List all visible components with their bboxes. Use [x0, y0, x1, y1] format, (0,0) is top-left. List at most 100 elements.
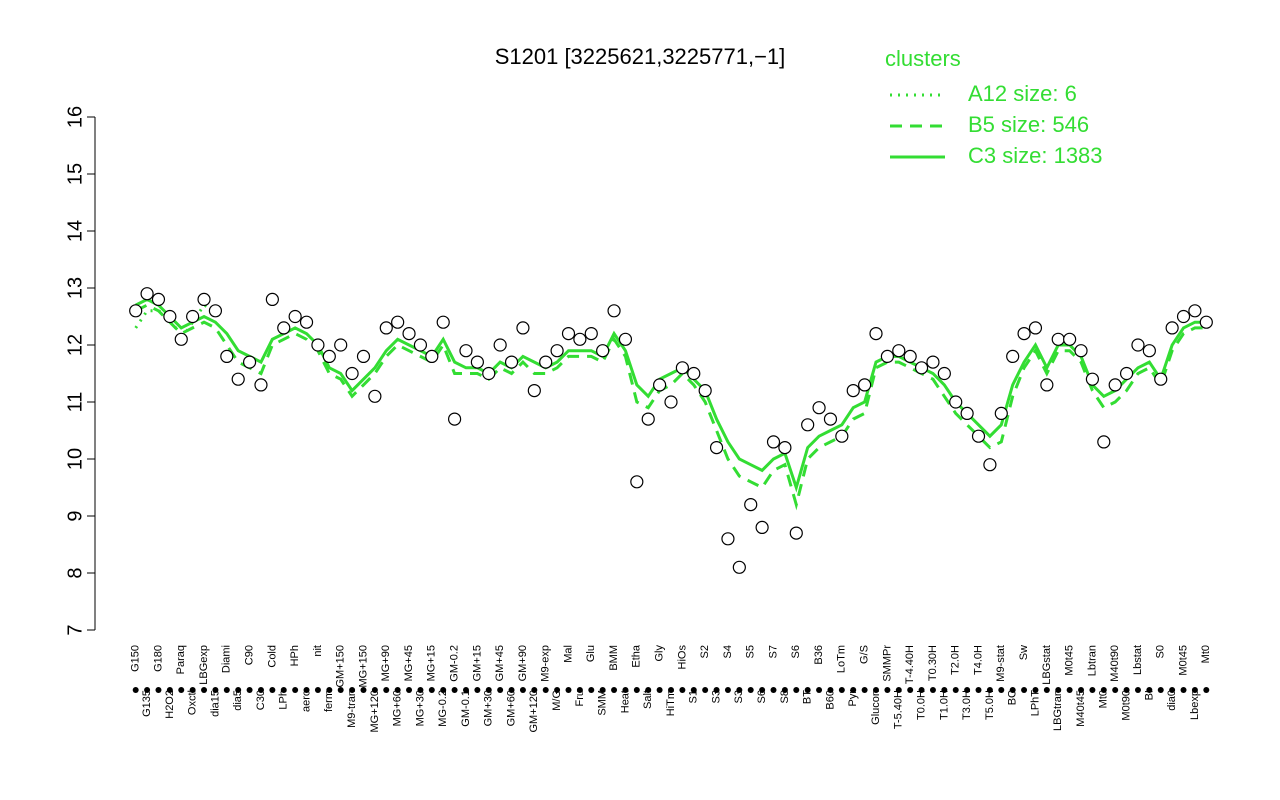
rug-mark: [292, 687, 299, 693]
x-tick-label: BT: [802, 690, 814, 704]
data-point: [698, 384, 712, 398]
data-point: [926, 355, 940, 369]
rug-mark: [1043, 687, 1050, 693]
x-tick-label: M40t45: [1075, 690, 1087, 727]
data-point: [812, 401, 826, 415]
rug-mark: [508, 687, 515, 693]
data-point: [994, 406, 1008, 420]
rug-mark: [736, 687, 743, 693]
data-point: [539, 355, 553, 369]
rug-mark: [246, 687, 253, 693]
x-tick-label: T5.0H: [984, 690, 996, 720]
x-tick-label: S7: [767, 645, 779, 658]
data-point: [186, 309, 200, 324]
rug-mark: [1032, 687, 1039, 693]
data-point: [1040, 378, 1054, 392]
rug-mark: [929, 687, 936, 693]
rug-mark: [713, 687, 720, 693]
x-tick-label: SMMPr: [881, 645, 893, 682]
data-point: [880, 349, 895, 363]
x-tick-label: Sw: [1018, 645, 1030, 660]
rug-mark: [1203, 687, 1210, 693]
x-tick-label: Lbstat: [1132, 645, 1144, 675]
rug-mark: [668, 687, 674, 693]
rug-mark: [440, 687, 447, 693]
data-point: [903, 349, 917, 363]
data-point: [641, 412, 655, 426]
x-tick-label: LPh: [278, 690, 290, 710]
x-tick-label: M9-tran: [346, 690, 358, 728]
data-point: [470, 355, 484, 369]
data-point: [1028, 321, 1043, 335]
data-point: [823, 412, 838, 426]
rug-mark: [1112, 687, 1119, 693]
rug-mark: [759, 687, 766, 693]
data-point: [801, 418, 815, 432]
rug-mark: [918, 687, 925, 693]
y-tick-label: 16: [64, 106, 86, 128]
x-tick-label: BI: [1143, 690, 1155, 700]
data-point: [1074, 344, 1088, 358]
rug-mark: [303, 687, 310, 693]
x-tick-label: LBGstat: [1041, 645, 1053, 685]
data-point: [653, 378, 667, 392]
legend-label: B5 size: 546: [968, 112, 1089, 137]
x-tick-label: T1.0H: [938, 690, 950, 720]
rug-mark: [542, 687, 549, 693]
x-tick-label: dia0: [1166, 690, 1178, 711]
data-point: [664, 395, 678, 409]
rug-mark: [565, 687, 572, 693]
data-point: [436, 315, 450, 329]
x-tick-label: S3: [733, 690, 745, 703]
x-tick-label: T3.0H: [961, 690, 973, 720]
data-point: [140, 287, 154, 301]
x-tick-label: MG+45: [403, 645, 415, 681]
x-tick-label: MG+15: [426, 645, 438, 681]
data-point: [1131, 338, 1145, 352]
x-tick-label: Glu: [585, 645, 597, 662]
rug-mark: [1180, 687, 1187, 693]
rug-mark: [1169, 687, 1176, 693]
rug-mark: [531, 687, 538, 693]
data-point: [1154, 372, 1168, 386]
data-point: [334, 338, 348, 352]
rug-mark: [576, 687, 583, 693]
data-point: [1165, 321, 1179, 335]
x-tick-label: LBGexp: [198, 645, 210, 685]
data-point: [379, 321, 393, 335]
x-tick-label: T-4.40H: [904, 645, 916, 684]
rug-mark: [861, 687, 868, 693]
data-point: [425, 349, 439, 363]
x-tick-label: Pyr: [847, 690, 859, 707]
x-tick-label: G135: [141, 690, 153, 717]
data-point: [937, 366, 951, 381]
x-tick-label: G/S: [859, 645, 871, 664]
data-point: [322, 349, 336, 363]
x-tick-label: GM-0.2: [449, 645, 461, 682]
y-tick-label: 13: [64, 277, 86, 299]
rug-mark: [1009, 687, 1016, 693]
x-tick-label: Glucon: [870, 690, 882, 725]
data-point: [1108, 378, 1122, 392]
data-point: [527, 384, 541, 398]
data-point: [584, 327, 598, 341]
x-tick-label: nit: [312, 645, 324, 657]
rug-mark: [622, 687, 629, 693]
data-point: [516, 321, 530, 335]
rug-mark: [189, 687, 196, 693]
rug-mark: [314, 687, 321, 693]
x-tick-label: B36: [813, 645, 825, 665]
x-tick-label: T0.30H: [927, 645, 939, 681]
data-point: [914, 361, 929, 375]
x-tick-label: S0: [1155, 645, 1167, 658]
data-point: [949, 395, 963, 409]
data-point: [721, 532, 735, 546]
x-tick-label: GM-0.1: [460, 690, 472, 727]
y-tick-label: 11: [64, 392, 86, 413]
y-tick-label: 14: [64, 220, 86, 242]
rug-mark: [884, 687, 891, 693]
rug-mark: [212, 687, 219, 693]
x-tick-label: MG+90: [380, 645, 392, 681]
rug-mark: [383, 687, 390, 693]
